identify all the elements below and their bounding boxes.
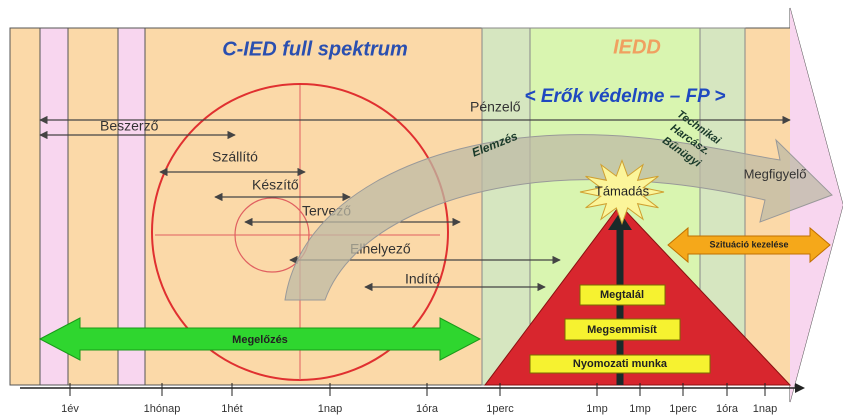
tick-label: 1mp	[629, 403, 650, 415]
zone	[482, 28, 530, 385]
situation-label: Szituáció kezelése	[709, 239, 788, 249]
actor-label: Beszerző	[100, 118, 159, 134]
tick-label: 1perc	[669, 403, 697, 415]
actor-label: Indító	[405, 271, 440, 287]
actor-label: Pénzelő	[470, 99, 521, 115]
title: C-IED full spektrum	[222, 38, 408, 60]
tick-label: 1óra	[716, 403, 739, 415]
tick-label: 1óra	[416, 403, 439, 415]
attack-label: Támadás	[595, 183, 650, 198]
tick-label: 1mp	[586, 403, 607, 415]
actor-label: Szállító	[212, 149, 258, 165]
observer-label: Megfigyelő	[744, 166, 807, 181]
pyramid-label: Megtalál	[600, 289, 644, 301]
timeline-head	[795, 383, 805, 393]
tick-label: 1perc	[486, 403, 514, 415]
tick-label: 1hónap	[144, 403, 181, 415]
tick-label: 1hét	[221, 403, 242, 415]
iedd-label: IEDD	[613, 36, 661, 58]
fp-label: < Erők védelme – FP >	[524, 86, 725, 107]
pyramid-label: Nyomozati munka	[573, 358, 668, 370]
tick-label: 1nap	[318, 403, 342, 415]
actor-label: Készítő	[252, 177, 299, 193]
tick-label: 1nap	[753, 403, 777, 415]
diagram: C-IED full spektrum IEDD < Erők védelme …	[0, 0, 843, 419]
prevention-label: Megelőzés	[232, 334, 288, 346]
pyramid-label: Megsemmisít	[587, 324, 657, 336]
tick-label: 1év	[61, 403, 79, 415]
